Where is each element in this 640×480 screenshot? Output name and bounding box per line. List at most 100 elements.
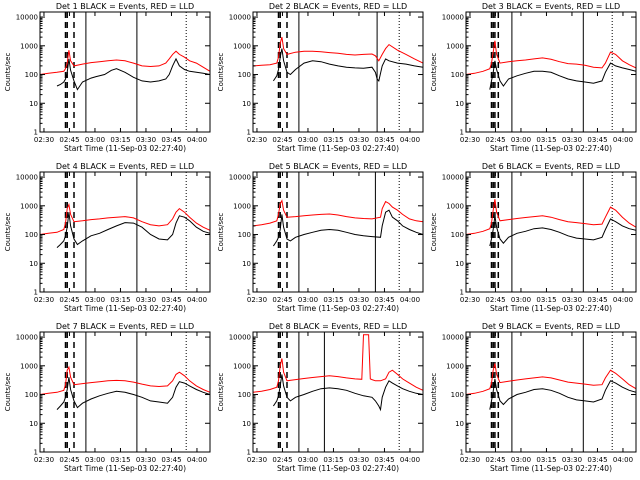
y-axis-label: Counts/sec bbox=[4, 373, 12, 412]
y-tick-label: 10000 bbox=[442, 14, 464, 22]
x-tick-label: 03:30 bbox=[349, 136, 369, 144]
x-tick-label: 03:45 bbox=[161, 456, 181, 464]
y-tick-label: 10000 bbox=[229, 174, 251, 182]
series-lld bbox=[465, 363, 637, 395]
x-tick-label: 02:45 bbox=[485, 456, 505, 464]
panel-7: Det 7 BLACK = Events, RED = LLD 02:30 02:4… bbox=[4, 322, 211, 473]
x-tick-label: 03:45 bbox=[374, 296, 394, 304]
x-tick-label: 03:30 bbox=[136, 296, 156, 304]
x-tick-label: 03:45 bbox=[587, 136, 607, 144]
panel-9: Det 9 BLACK = Events, RED = LLD 02:30 02:4… bbox=[430, 322, 637, 473]
x-tick-label: 02:30 bbox=[34, 296, 54, 304]
x-tick-label: 04:00 bbox=[613, 296, 633, 304]
panel-title: Det 8 BLACK = Events, RED = LLD bbox=[269, 322, 407, 331]
y-tick-label: 100 bbox=[25, 391, 38, 399]
x-axis-label: Start Time (11-Sep-03 02:27:40) bbox=[277, 144, 399, 153]
x-axis-label: Start Time (11-Sep-03 02:27:40) bbox=[277, 464, 399, 473]
x-tick-label: 03:00 bbox=[85, 136, 105, 144]
x-axis-label: Start Time (11-Sep-03 02:27:40) bbox=[64, 464, 186, 473]
x-tick-label: 03:45 bbox=[374, 136, 394, 144]
plot-frame bbox=[39, 331, 211, 453]
x-tick-label: 02:30 bbox=[34, 136, 54, 144]
plot-frame bbox=[465, 11, 637, 133]
x-tick-label: 03:15 bbox=[110, 136, 130, 144]
y-tick-label: 1 bbox=[247, 129, 251, 137]
x-axis-label: Start Time (11-Sep-03 02:27:40) bbox=[490, 304, 612, 313]
panel-title: Det 9 BLACK = Events, RED = LLD bbox=[482, 322, 620, 331]
x-tick-label: 03:45 bbox=[587, 296, 607, 304]
y-tick-label: 1000 bbox=[20, 362, 38, 370]
x-tick-label: 03:15 bbox=[536, 456, 556, 464]
x-tick-label: 02:30 bbox=[247, 136, 267, 144]
plot-frame bbox=[39, 171, 211, 293]
y-tick-label: 1 bbox=[460, 449, 464, 457]
y-tick-label: 10000 bbox=[442, 334, 464, 342]
x-tick-label: 02:45 bbox=[59, 296, 79, 304]
x-tick-label: 03:00 bbox=[85, 296, 105, 304]
plot-frame bbox=[252, 11, 424, 133]
series-lld bbox=[465, 40, 637, 75]
series-lld bbox=[39, 202, 211, 235]
x-tick-label: 03:15 bbox=[536, 136, 556, 144]
x-axis-label: Start Time (11-Sep-03 02:27:40) bbox=[277, 304, 399, 313]
plot-frame bbox=[39, 11, 211, 133]
x-tick-label: 03:30 bbox=[562, 456, 582, 464]
x-tick-label: 03:30 bbox=[562, 136, 582, 144]
y-axis-label: Counts/sec bbox=[430, 53, 438, 92]
panel-title: Det 7 BLACK = Events, RED = LLD bbox=[56, 322, 194, 331]
y-tick-label: 10 bbox=[242, 100, 251, 108]
x-tick-label: 03:15 bbox=[323, 296, 343, 304]
x-tick-label: 03:00 bbox=[298, 296, 318, 304]
series-events bbox=[489, 215, 637, 247]
series-lld bbox=[252, 36, 424, 67]
x-tick-label: 03:00 bbox=[511, 136, 531, 144]
x-tick-label: 02:45 bbox=[272, 456, 292, 464]
y-axis-label: Counts/sec bbox=[217, 373, 225, 412]
x-tick-label: 03:45 bbox=[374, 456, 394, 464]
x-tick-label: 04:00 bbox=[400, 456, 420, 464]
y-tick-label: 10 bbox=[29, 420, 38, 428]
y-tick-label: 1000 bbox=[233, 362, 251, 370]
x-tick-label: 02:45 bbox=[485, 136, 505, 144]
x-tick-label: 03:45 bbox=[161, 296, 181, 304]
series-lld bbox=[252, 199, 424, 227]
x-tick-label: 03:15 bbox=[323, 456, 343, 464]
x-tick-label: 02:45 bbox=[59, 456, 79, 464]
y-tick-label: 10 bbox=[455, 420, 464, 428]
y-tick-label: 100 bbox=[451, 391, 464, 399]
x-axis-label: Start Time (11-Sep-03 02:27:40) bbox=[64, 144, 186, 153]
y-tick-label: 10 bbox=[29, 260, 38, 268]
series-lld bbox=[39, 50, 211, 75]
y-tick-label: 1000 bbox=[20, 42, 38, 50]
panel-title: Det 5 BLACK = Events, RED = LLD bbox=[269, 162, 407, 171]
panel-title: Det 3 BLACK = Events, RED = LLD bbox=[482, 2, 620, 11]
x-tick-label: 03:30 bbox=[349, 456, 369, 464]
y-tick-label: 1000 bbox=[446, 362, 464, 370]
x-tick-label: 03:00 bbox=[85, 456, 105, 464]
x-tick-label: 03:00 bbox=[511, 456, 531, 464]
y-axis-label: Counts/sec bbox=[4, 53, 12, 92]
x-tick-label: 03:30 bbox=[136, 136, 156, 144]
x-tick-label: 04:00 bbox=[187, 456, 207, 464]
x-tick-label: 04:00 bbox=[187, 136, 207, 144]
x-tick-label: 03:45 bbox=[587, 456, 607, 464]
x-tick-label: 02:30 bbox=[460, 136, 480, 144]
x-tick-label: 04:00 bbox=[400, 136, 420, 144]
x-tick-label: 03:15 bbox=[110, 296, 130, 304]
y-tick-label: 10000 bbox=[16, 14, 38, 22]
y-tick-label: 10 bbox=[242, 260, 251, 268]
y-tick-label: 1000 bbox=[446, 202, 464, 210]
plot-frame bbox=[465, 171, 637, 293]
y-tick-label: 1000 bbox=[446, 42, 464, 50]
y-tick-label: 1000 bbox=[233, 202, 251, 210]
x-tick-label: 03:00 bbox=[298, 456, 318, 464]
series-events bbox=[489, 378, 637, 410]
panel-1: Det 1 BLACK = Events, RED = LLD 02:30 02:4… bbox=[4, 2, 211, 153]
plot-frame bbox=[252, 171, 424, 293]
x-tick-label: 02:30 bbox=[460, 296, 480, 304]
y-tick-label: 10000 bbox=[442, 174, 464, 182]
y-tick-label: 1 bbox=[460, 289, 464, 297]
x-tick-label: 03:30 bbox=[562, 296, 582, 304]
y-tick-label: 1 bbox=[460, 129, 464, 137]
y-tick-label: 100 bbox=[451, 71, 464, 79]
